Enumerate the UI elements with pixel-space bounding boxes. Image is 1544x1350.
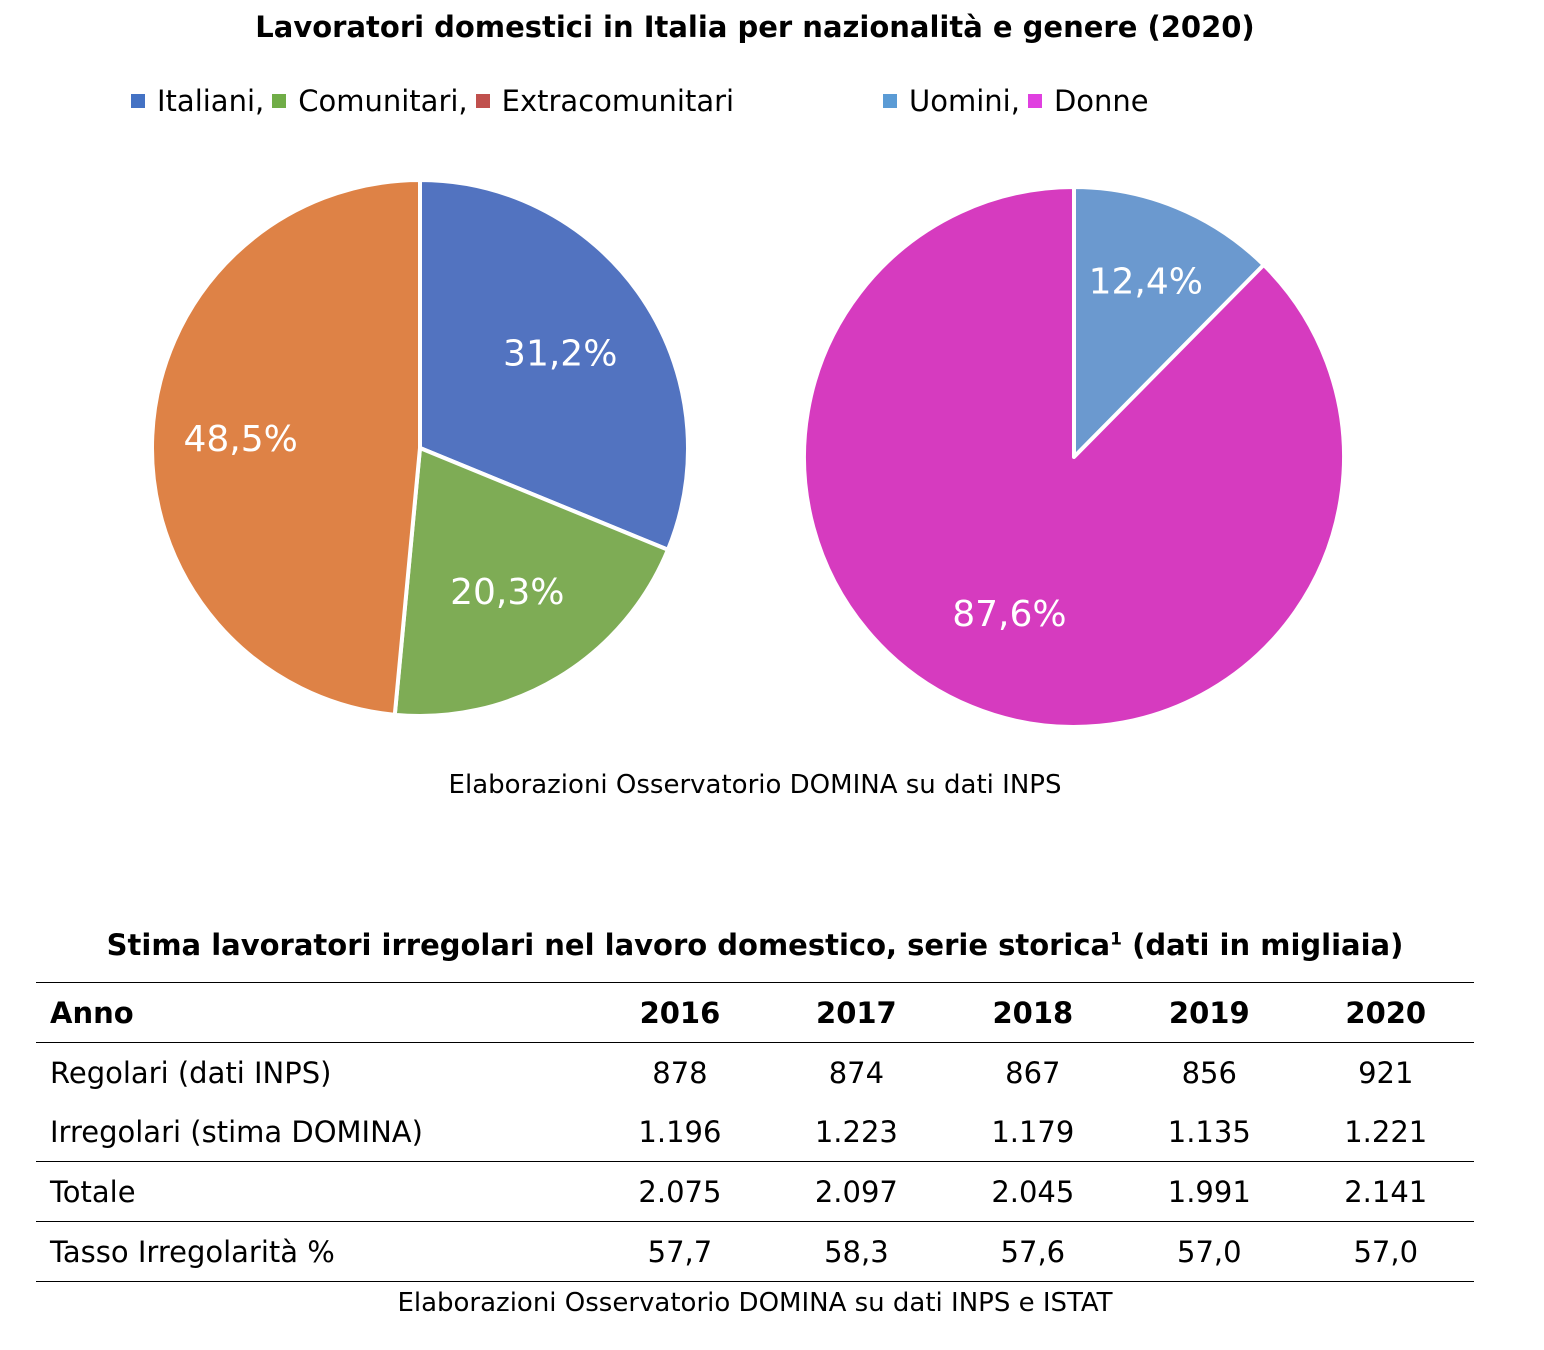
legend-swatch-comunitari	[272, 94, 287, 108]
table-cell: 874	[828, 1055, 885, 1090]
table-cell: 57,0	[1297, 1221, 1474, 1282]
legend-label-extracomunitari: Extracomunitari	[501, 84, 735, 118]
legend-item-comunitari: Comunitari,	[272, 84, 468, 118]
pie-charts: 31,2% 20,3% 48,5% 12,4% 87,6%	[149, 178, 1346, 729]
legend-label-donne: Donne	[1053, 84, 1149, 118]
pie-slice-donne	[802, 185, 1346, 729]
table-cell: 2.075	[591, 1161, 769, 1222]
legend-item-donne: Donne	[1027, 84, 1149, 118]
table-cell: 1.223	[814, 1114, 898, 1149]
legend-label-italiani: Italiani,	[157, 84, 265, 118]
header-2020: 2020	[1297, 982, 1474, 1043]
legend-swatch-uomini	[883, 94, 897, 108]
pie-label-italiani: 31,2%	[503, 333, 617, 374]
table-cell: 867	[1005, 1055, 1061, 1090]
row-label: Tasso Irregolarità %	[36, 1221, 592, 1282]
legend-swatch-italiani	[131, 94, 145, 108]
header-anno: Anno	[36, 982, 592, 1043]
header-2018: 2018	[944, 982, 1122, 1043]
chart-title: Lavoratori domestici in Italia per nazio…	[255, 10, 1255, 44]
table-cell: 1.991	[1121, 1161, 1298, 1222]
pie-label-extracomunitari: 48,5%	[183, 419, 297, 460]
table-title-text: Stima lavoratori irregolari nel lavoro d…	[106, 928, 1111, 962]
table-cell: 2.141	[1297, 1161, 1474, 1222]
header-2016: 2016	[591, 982, 769, 1043]
table-title-footnote-mark: 1	[1110, 929, 1122, 950]
table-cell: 1.179	[991, 1114, 1075, 1149]
pie-nationality: 31,2% 20,3% 48,5%	[149, 178, 690, 718]
table-cell: 57,6	[944, 1221, 1122, 1282]
pie-label-uomini: 12,4%	[1089, 262, 1203, 303]
legend-nationality: Italiani, Comunitari, Extracomunitari	[131, 84, 742, 118]
table-row-irregolari: Irregolari (stima DOMINA) 1.196 1.223 1.…	[36, 1102, 1474, 1162]
table-cell: 1.135	[1167, 1114, 1251, 1149]
legend-item-italiani: Italiani,	[131, 84, 264, 118]
table-cell: 1.221	[1344, 1114, 1428, 1149]
table-source-note: Elaborazioni Osservatorio DOMINA su dati…	[397, 1288, 1113, 1318]
table-cell: 57,7	[591, 1221, 769, 1282]
legend-swatch-extracomunitari	[475, 94, 490, 108]
table-title-suffix: (dati in migliaia)	[1121, 928, 1404, 962]
pie-slice-italiani	[418, 178, 690, 552]
row-label: Regolari (dati INPS)	[50, 1055, 332, 1090]
header-2019: 2019	[1121, 982, 1298, 1043]
legend-gender: Uomini, Donne	[883, 84, 1157, 118]
legend-swatch-donne	[1027, 94, 1042, 108]
table-cell: 58,3	[768, 1221, 945, 1282]
pie-slice-extracomunitari	[149, 178, 422, 717]
pie-label-donne: 87,6%	[952, 594, 1066, 635]
table-cell: 57,0	[1121, 1221, 1298, 1282]
table-title: Stima lavoratori irregolari nel lavoro d…	[0, 928, 1510, 962]
table-cell: 921	[1358, 1055, 1414, 1090]
table-cell: 2.097	[768, 1161, 945, 1222]
legend-label-uomini: Uomini,	[909, 84, 1020, 118]
pie-label-comunitari: 20,3%	[450, 572, 564, 613]
table-cell: 2.045	[944, 1161, 1122, 1222]
row-label: Totale	[36, 1161, 592, 1222]
header-2017: 2017	[768, 982, 945, 1043]
pie-gender: 12,4% 87,6%	[802, 185, 1346, 729]
pie-slice-comunitari	[392, 446, 670, 718]
chart-source-note: Elaborazioni Osservatorio DOMINA su dati…	[448, 770, 1062, 800]
table-row-regolari: Regolari (dati INPS) 878 874 867 856 921	[36, 1043, 1474, 1103]
legend-item-uomini: Uomini,	[883, 84, 1020, 118]
table-row-totale: Totale 2.075 2.097 2.045 1.991 2.141	[36, 1161, 1474, 1222]
pie-slice-uomini	[1072, 185, 1266, 459]
legend-label-comunitari: Comunitari,	[298, 84, 468, 118]
table-header-row: Anno 2016 2017 2018 2019 2020	[36, 982, 1474, 1043]
table-cell: 856	[1181, 1055, 1237, 1090]
table-row-tasso: Tasso Irregolarità % 57,7 58,3 57,6 57,0…	[36, 1221, 1474, 1282]
irregular-workers-table: Anno 2016 2017 2018 2019 2020 Regolari (…	[36, 982, 1474, 1282]
row-label: Irregolari (stima DOMINA)	[50, 1114, 423, 1149]
table-cell: 878	[652, 1055, 708, 1090]
legend-item-extracomunitari: Extracomunitari	[475, 84, 735, 118]
table-cell: 1.196	[638, 1114, 722, 1149]
